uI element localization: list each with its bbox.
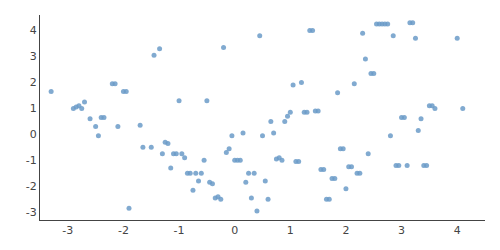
svg-text:3: 3 [398, 224, 405, 237]
svg-text:2: 2 [342, 224, 349, 237]
svg-text:2: 2 [30, 76, 37, 89]
svg-text:-2: -2 [118, 224, 129, 237]
svg-text:3: 3 [30, 50, 37, 63]
svg-text:-3: -3 [26, 206, 37, 219]
svg-text:-1: -1 [174, 224, 185, 237]
svg-text:-2: -2 [26, 180, 37, 193]
svg-text:0: 0 [231, 224, 238, 237]
svg-text:-3: -3 [62, 224, 73, 237]
svg-text:1: 1 [287, 224, 294, 237]
svg-text:4: 4 [30, 24, 37, 37]
svg-text:4: 4 [454, 224, 461, 237]
svg-text:-1: -1 [26, 154, 37, 167]
svg-text:1: 1 [30, 102, 37, 115]
svg-text:0: 0 [30, 128, 37, 141]
